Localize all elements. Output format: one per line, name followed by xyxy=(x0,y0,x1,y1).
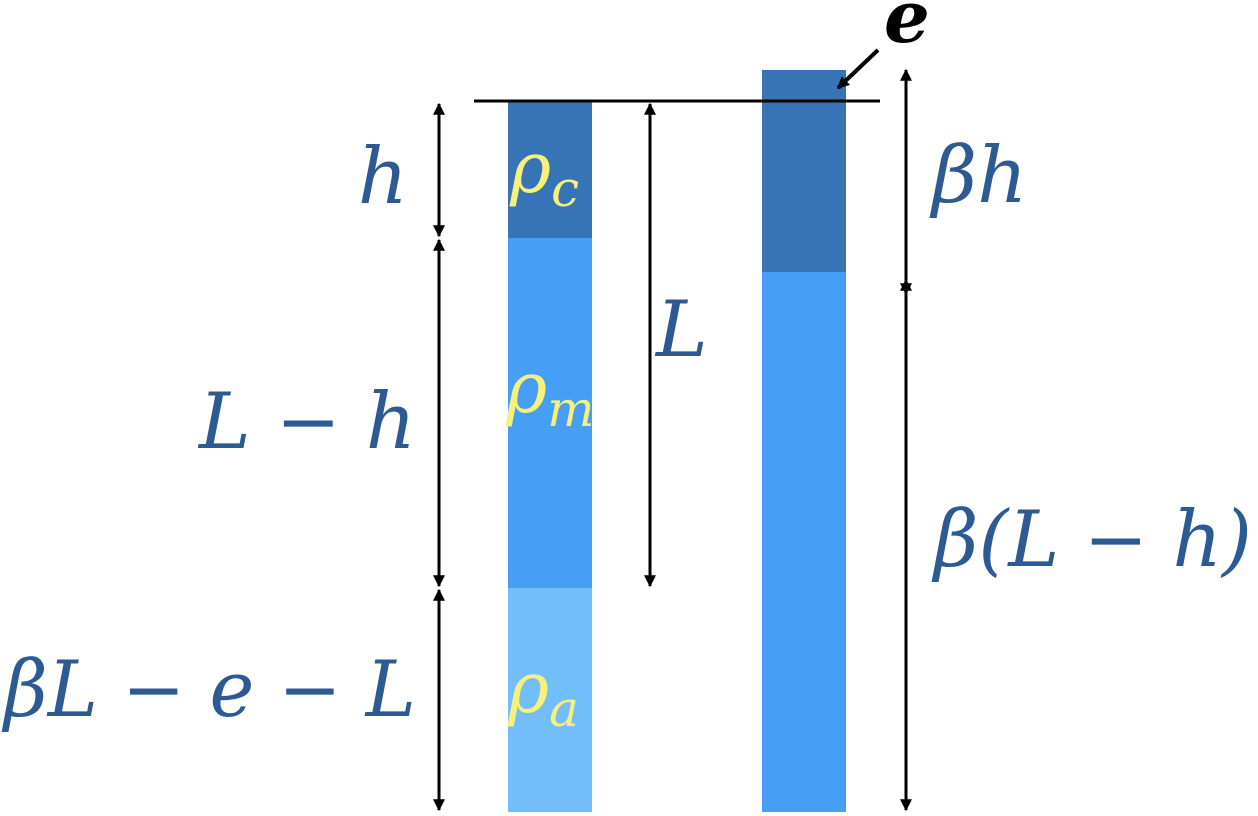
left-asthenosphere-layer xyxy=(508,588,592,812)
l-minus-h-label: L − h xyxy=(197,377,416,467)
beta-l-minus-h-label: β(L − h) xyxy=(931,495,1252,585)
beta-h-label: βh xyxy=(929,131,1027,221)
e-label: e xyxy=(884,0,930,59)
right-mantle-layer xyxy=(762,272,846,812)
mantle-density-label: ρm xyxy=(505,347,595,438)
asthenosphere-density-label: ρa xyxy=(507,647,579,738)
left-crust-layer xyxy=(508,102,592,238)
left-mantle-layer xyxy=(508,238,592,588)
right-crust-layer xyxy=(762,70,846,272)
beta-l-minus-e-minus-l-label: βL − e − L xyxy=(1,645,416,735)
crust-density-label: ρc xyxy=(509,127,579,218)
l-label: L xyxy=(654,285,708,375)
h-label: h xyxy=(358,132,408,222)
e-pointer-arrow xyxy=(836,48,880,90)
